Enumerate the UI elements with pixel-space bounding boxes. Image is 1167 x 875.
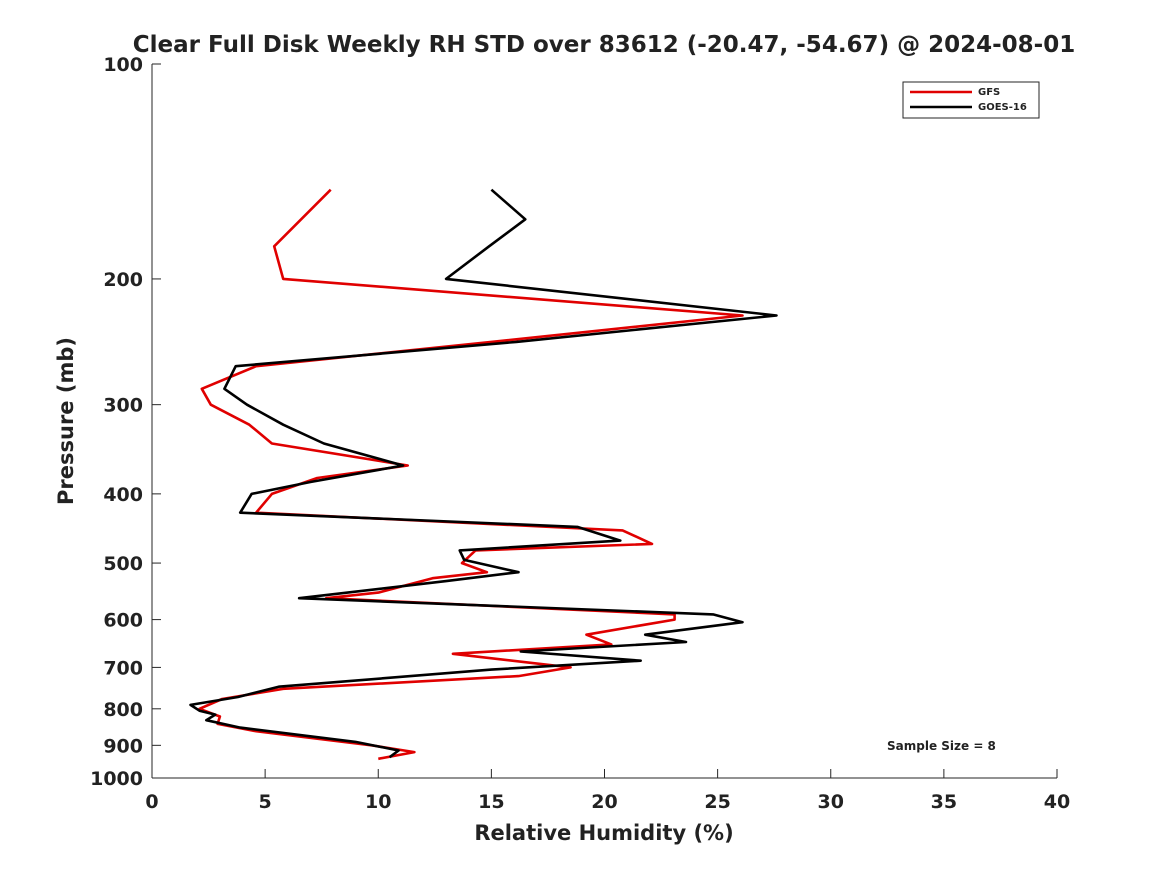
x-tick-label: 5: [259, 791, 272, 813]
x-tick-label: 0: [145, 791, 158, 813]
x-tick-label: 25: [704, 791, 730, 813]
x-axis-label: Relative Humidity (%): [474, 821, 733, 845]
x-tick-label: 15: [478, 791, 504, 813]
y-tick-label: 800: [103, 699, 143, 721]
x-tick-label: 20: [591, 791, 617, 813]
x-tick-label: 10: [365, 791, 391, 813]
chart-title: Clear Full Disk Weekly RH STD over 83612…: [133, 32, 1075, 58]
x-ticks: 0 5 10 15 20 25 30 35 40: [145, 769, 1070, 813]
legend-label-gfs: GFS: [978, 87, 1000, 98]
y-tick-label: 400: [103, 484, 143, 506]
y-tick-label: 700: [103, 657, 143, 679]
legend-label-goes16: GOES-16: [978, 102, 1027, 113]
legend: GFS GOES-16: [902, 81, 1040, 119]
y-tick-label: 500: [103, 553, 143, 575]
series-layer: [189, 188, 778, 761]
y-axis-label: Pressure (mb): [54, 337, 78, 505]
legend-box: [902, 81, 1040, 119]
y-tick-label: 300: [103, 395, 143, 417]
y-tick-label: 200: [103, 269, 143, 291]
y-tick-label: 1000: [90, 768, 143, 790]
plot-area: [151, 64, 1057, 779]
series-line-goes16: [189, 188, 778, 759]
x-tick-label: 30: [818, 791, 844, 813]
series-line-gfs: [198, 188, 744, 761]
y-tick-label: 100: [103, 54, 143, 76]
y-ticks: 100 200 300 400 500 600 700 800 900 1000: [90, 54, 161, 790]
x-tick-label: 40: [1044, 791, 1070, 813]
y-tick-label: 600: [103, 610, 143, 632]
sample-size-annotation: Sample Size = 8: [887, 739, 996, 753]
y-tick-label: 900: [103, 735, 143, 757]
x-tick-label: 35: [931, 791, 957, 813]
